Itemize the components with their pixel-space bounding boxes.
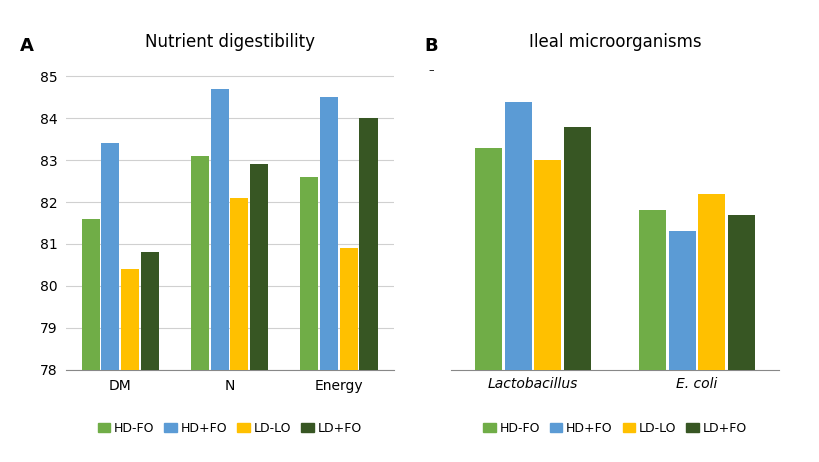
Bar	[141, 252, 159, 370]
Bar	[697, 194, 725, 370]
Bar	[121, 269, 139, 370]
Bar	[319, 97, 337, 370]
Text: B: B	[424, 36, 438, 55]
Title: Nutrient digestibility: Nutrient digestibility	[144, 33, 314, 51]
Text: E. coli: E. coli	[676, 377, 717, 391]
Bar	[563, 127, 590, 370]
Bar	[359, 118, 377, 370]
Legend: HD-FO, HD+FO, LD-LO, LD+FO: HD-FO, HD+FO, LD-LO, LD+FO	[477, 417, 751, 440]
Bar	[638, 210, 666, 370]
Bar	[210, 89, 229, 370]
Bar	[504, 102, 532, 370]
Bar	[191, 156, 209, 370]
Title: Ileal microorganisms: Ileal microorganisms	[528, 33, 700, 51]
Bar	[250, 164, 268, 370]
Text: A: A	[20, 36, 34, 55]
Legend: HD-FO, HD+FO, LD-LO, LD+FO: HD-FO, HD+FO, LD-LO, LD+FO	[93, 417, 366, 440]
Bar	[102, 143, 120, 370]
Text: –: –	[428, 65, 433, 75]
Bar	[230, 198, 248, 370]
Bar	[300, 177, 318, 370]
Bar	[339, 248, 357, 370]
Bar	[667, 231, 695, 370]
Bar	[82, 219, 100, 370]
Bar	[474, 147, 502, 370]
Text: Lactobacillus: Lactobacillus	[487, 377, 577, 391]
Bar	[533, 160, 561, 370]
Bar	[726, 215, 754, 370]
